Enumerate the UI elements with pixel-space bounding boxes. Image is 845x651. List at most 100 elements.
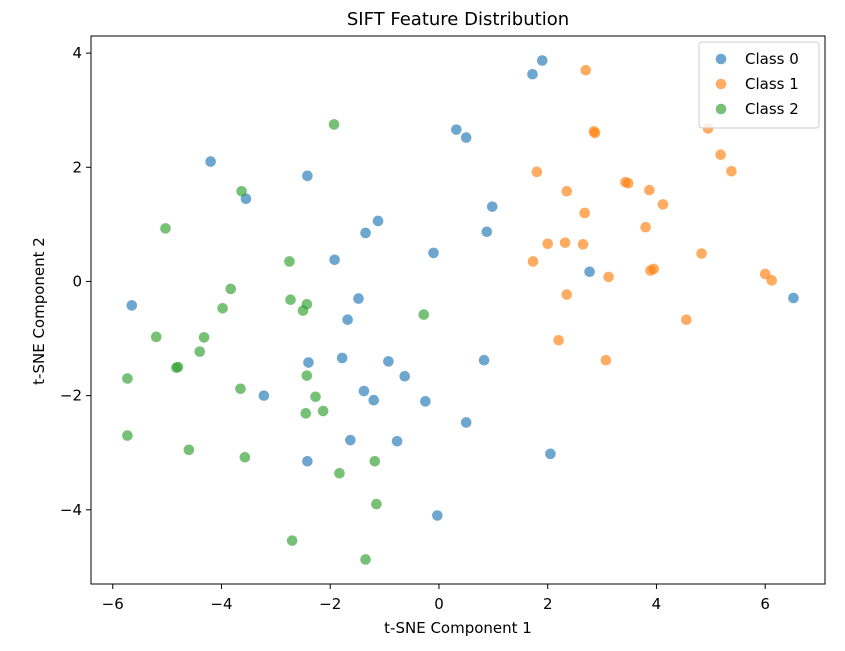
point-class-2-27 bbox=[286, 535, 298, 546]
point-class-2-16 bbox=[122, 373, 133, 384]
point-class-0-9 bbox=[360, 227, 371, 239]
point-class-0-0 bbox=[536, 55, 548, 66]
point-class-2-4 bbox=[225, 283, 237, 295]
point-class-0-13 bbox=[584, 266, 595, 278]
point-class-2-11 bbox=[198, 332, 210, 343]
point-class-1-14 bbox=[542, 238, 554, 250]
point-class-1-23 bbox=[766, 275, 778, 286]
x-tick-label: 6 bbox=[760, 595, 770, 613]
chart-title: SIFT Feature Distribution bbox=[347, 9, 569, 30]
y-tick-label: −4 bbox=[60, 501, 82, 519]
point-class-0-12 bbox=[329, 254, 340, 266]
point-class-2-23 bbox=[239, 451, 251, 463]
point-class-0-17 bbox=[342, 314, 353, 326]
legend-label-2: Class 2 bbox=[745, 100, 799, 118]
point-class-0-26 bbox=[420, 396, 431, 407]
point-class-0-10 bbox=[481, 226, 493, 238]
point-class-1-18 bbox=[527, 256, 539, 267]
x-tick-label: −2 bbox=[319, 595, 341, 613]
point-class-2-15 bbox=[301, 370, 313, 381]
point-class-0-30 bbox=[545, 448, 556, 460]
point-class-1-10 bbox=[561, 185, 573, 197]
point-class-0-5 bbox=[302, 170, 313, 182]
point-class-0-4 bbox=[205, 156, 216, 167]
point-class-2-25 bbox=[334, 467, 345, 479]
point-class-0-16 bbox=[353, 293, 364, 304]
point-class-0-1 bbox=[527, 68, 538, 80]
point-class-1-6 bbox=[531, 166, 543, 178]
point-class-1-8 bbox=[622, 177, 634, 189]
y-tick-label: 4 bbox=[72, 44, 82, 62]
point-class-0-22 bbox=[399, 370, 411, 382]
point-class-2-21 bbox=[122, 430, 133, 441]
point-class-0-11 bbox=[428, 247, 439, 259]
point-class-1-9 bbox=[644, 184, 655, 196]
point-class-0-31 bbox=[302, 455, 313, 467]
point-class-2-3 bbox=[284, 256, 295, 267]
point-class-1-12 bbox=[579, 207, 590, 219]
point-class-1-25 bbox=[681, 314, 692, 326]
point-class-1-0 bbox=[580, 64, 592, 76]
x-tick-label: 0 bbox=[434, 595, 444, 613]
y-tick-label: 2 bbox=[72, 158, 82, 176]
point-class-1-15 bbox=[559, 237, 571, 248]
point-class-2-10 bbox=[150, 331, 162, 343]
point-class-1-22 bbox=[759, 268, 771, 280]
legend-label-1: Class 1 bbox=[745, 75, 799, 93]
point-class-0-32 bbox=[432, 510, 443, 521]
legend-marker-1 bbox=[715, 78, 727, 90]
point-class-2-2 bbox=[160, 223, 171, 234]
x-tick-label: 4 bbox=[652, 595, 662, 613]
point-class-2-8 bbox=[297, 305, 309, 316]
plot-frame bbox=[90, 35, 826, 585]
point-class-1-11 bbox=[657, 199, 669, 210]
x-tick-label: −4 bbox=[210, 595, 232, 613]
point-class-0-7 bbox=[486, 201, 498, 212]
point-class-2-9 bbox=[418, 309, 430, 320]
y-tick-label: −2 bbox=[60, 387, 82, 405]
legend-box bbox=[698, 41, 820, 129]
point-class-0-20 bbox=[383, 356, 394, 367]
point-class-2-12 bbox=[194, 346, 206, 357]
point-class-2-26 bbox=[371, 498, 382, 510]
point-class-1-13 bbox=[640, 221, 651, 233]
legend-marker-2 bbox=[715, 103, 727, 115]
x-tick-label: −6 bbox=[102, 595, 124, 613]
points-layer bbox=[122, 55, 799, 565]
point-class-2-7 bbox=[217, 302, 228, 314]
point-class-0-24 bbox=[258, 390, 270, 401]
legend-marker-0 bbox=[715, 53, 727, 65]
y-tick-label: 0 bbox=[72, 272, 82, 290]
point-class-0-18 bbox=[303, 357, 314, 368]
point-class-0-25 bbox=[368, 394, 380, 406]
point-class-2-17 bbox=[235, 383, 246, 395]
point-class-0-28 bbox=[345, 434, 356, 446]
point-class-2-28 bbox=[360, 554, 371, 565]
point-class-0-2 bbox=[451, 124, 462, 135]
point-class-2-5 bbox=[285, 294, 296, 306]
point-class-0-8 bbox=[372, 215, 384, 227]
point-class-1-26 bbox=[553, 334, 564, 346]
point-class-1-17 bbox=[696, 248, 707, 259]
point-class-2-20 bbox=[300, 408, 312, 419]
y-axis-label: t-SNE Component 2 bbox=[30, 237, 48, 385]
point-class-2-24 bbox=[369, 455, 381, 467]
point-class-0-15 bbox=[126, 300, 138, 311]
point-class-1-5 bbox=[726, 165, 737, 177]
point-class-2-0 bbox=[328, 119, 340, 130]
point-class-1-4 bbox=[715, 149, 726, 161]
point-class-2-1 bbox=[236, 185, 247, 197]
axes-layer: −6 −4 −2 0 2 4 6 −4 −2 0 2 4 bbox=[60, 35, 826, 613]
point-class-0-19 bbox=[336, 352, 348, 364]
point-class-2-19 bbox=[317, 405, 329, 417]
point-class-2-14 bbox=[171, 362, 182, 373]
point-class-1-20 bbox=[645, 265, 656, 276]
point-class-0-21 bbox=[478, 354, 490, 366]
point-class-0-23 bbox=[358, 385, 370, 397]
point-class-1-27 bbox=[600, 354, 612, 366]
point-class-0-3 bbox=[460, 132, 472, 143]
x-tick-label: 2 bbox=[543, 595, 553, 613]
point-class-1-21 bbox=[603, 271, 614, 283]
